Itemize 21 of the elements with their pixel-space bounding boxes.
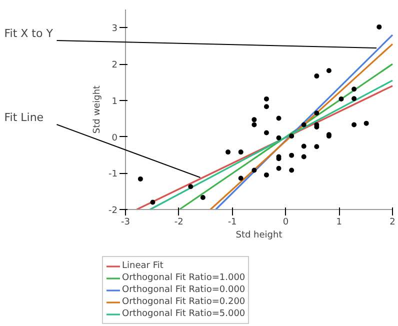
y-tick-label: 0 (112, 133, 118, 144)
y-tick-label: 2 (112, 60, 118, 71)
y-tick-label: 3 (112, 24, 118, 34)
y-axis-title: Std weight (92, 84, 103, 134)
x-tick-label: 0 (282, 218, 289, 228)
x-tick-label: 1 (336, 218, 342, 228)
y-tick-label: -2 (108, 206, 118, 216)
x-axis-title: Std height (236, 230, 283, 240)
legend-label: Orthogonal Fit Ratio=1.000 (122, 272, 246, 284)
x-tick-label: -3 (121, 218, 130, 228)
annotation: Fit Line (4, 111, 44, 124)
legend-label: Linear Fit (122, 260, 164, 272)
x-tick-label: -1 (228, 218, 237, 228)
legend-label: Orthogonal Fit Ratio=5.000 (122, 308, 246, 320)
annotation: Fit X to Y (4, 27, 54, 40)
y-tick-label: 1 (112, 96, 118, 107)
y-tick-label: -1 (108, 170, 118, 180)
legend-label: Orthogonal Fit Ratio=0.000 (122, 284, 246, 296)
legend-label: Orthogonal Fit Ratio=0.200 (122, 296, 246, 308)
x-tick-label: -2 (174, 218, 184, 228)
x-tick-label: 2 (390, 218, 396, 228)
